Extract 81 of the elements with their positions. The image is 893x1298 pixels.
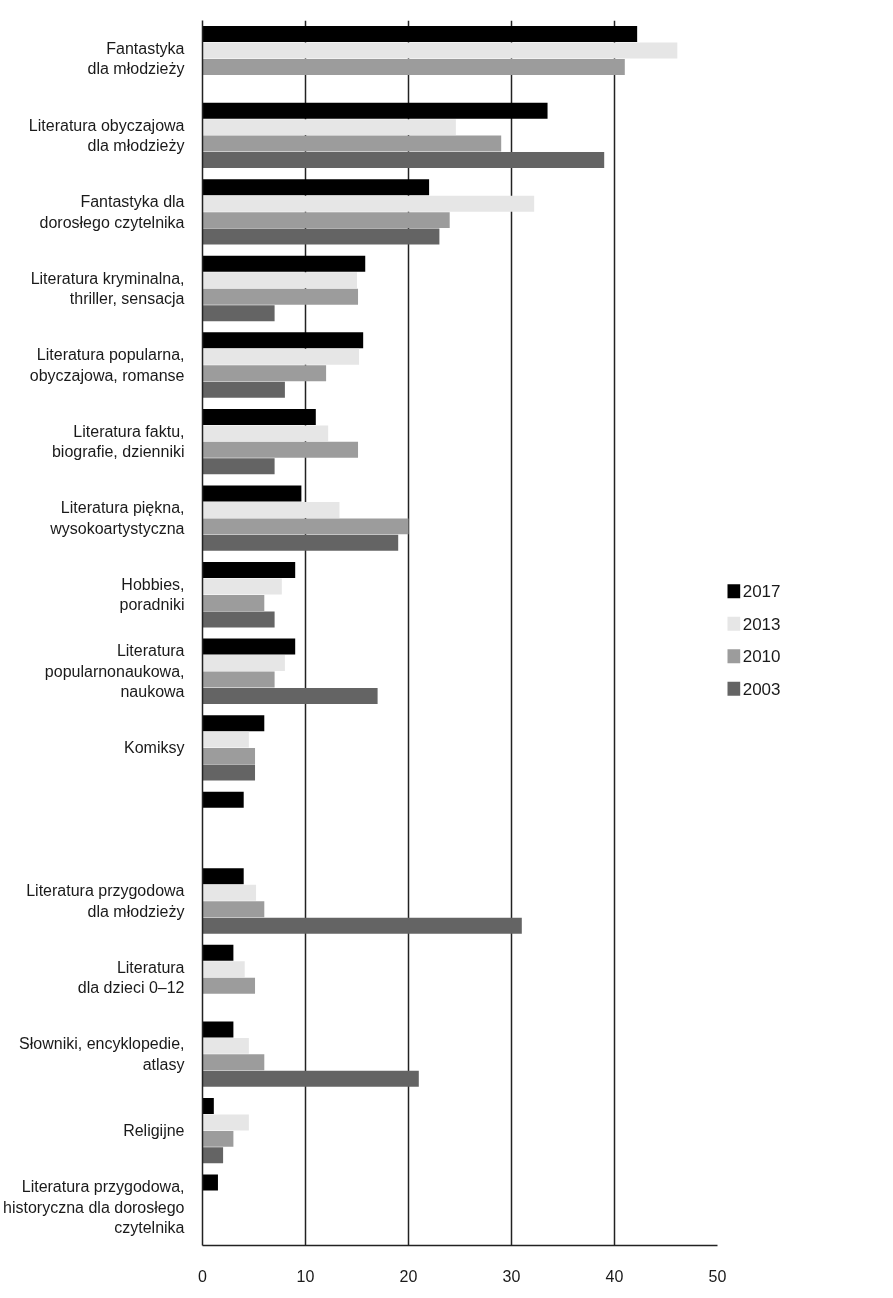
bar	[202, 408, 316, 425]
y-tick-label: Religijne	[123, 1122, 185, 1140]
bar	[202, 1114, 249, 1131]
bar	[202, 179, 430, 196]
bar	[202, 332, 364, 349]
y-tick-label: Literatura popularna, obyczajowa, romanse	[29, 346, 185, 384]
bar	[202, 26, 638, 43]
bar	[202, 901, 265, 918]
bar	[202, 562, 296, 579]
y-tick-label: Hobbies, poradniki	[119, 576, 185, 614]
y-tick-label: Słowniki, encyklopedie, atlasy	[19, 1035, 185, 1073]
bar	[202, 917, 522, 934]
bar	[202, 715, 265, 732]
bar	[202, 868, 244, 885]
bar	[202, 1097, 214, 1114]
legend-label: 2017	[742, 582, 781, 602]
legend-label: 2003	[742, 679, 781, 699]
bar	[202, 228, 440, 245]
bar	[202, 501, 340, 518]
bar	[202, 611, 275, 628]
bar	[202, 1021, 234, 1038]
bar	[202, 791, 244, 808]
y-tick-label: Fantastyka dla dorosłego czytelnika	[39, 193, 185, 231]
bar	[202, 518, 409, 535]
bar	[202, 764, 256, 781]
x-tick-label: 50	[708, 1267, 727, 1285]
bar	[202, 485, 302, 502]
bar	[202, 288, 359, 305]
bar	[202, 1147, 224, 1164]
bar	[202, 365, 327, 382]
bar	[202, 255, 366, 272]
bar	[202, 1037, 249, 1054]
bar	[202, 441, 359, 458]
bar	[202, 458, 275, 475]
bar	[202, 1174, 218, 1191]
y-tick-label: Literatura piękna, wysokoartystyczna	[49, 499, 185, 537]
bar	[202, 212, 450, 229]
bar	[202, 944, 234, 961]
bar	[202, 305, 275, 322]
bar	[202, 135, 502, 152]
bar	[202, 687, 378, 704]
x-tick-label: 30	[502, 1267, 521, 1285]
bar	[202, 195, 535, 212]
y-tick-label: Literatura faktu, biografie, dzienniki	[51, 422, 185, 461]
bar	[202, 578, 282, 595]
y-tick-label: Fantastyka dla młodzieży	[87, 40, 185, 78]
legend-label: 2013	[742, 614, 781, 634]
bar	[202, 1130, 234, 1147]
y-tick-label: Literatura kryminalna, thriller, sensacja	[30, 269, 185, 308]
bar	[202, 425, 329, 442]
bar	[202, 638, 296, 655]
bar	[202, 348, 360, 365]
y-tick-label: Literatura dla dzieci 0–12	[77, 958, 185, 997]
bar	[202, 977, 256, 994]
y-tick-label: Literatura popularnonaukowa, naukowa	[44, 642, 185, 701]
x-tick-label: 10	[296, 1267, 315, 1285]
bar	[202, 671, 275, 688]
bar	[202, 1054, 265, 1071]
bar	[202, 731, 249, 748]
bar	[202, 655, 285, 672]
bar	[202, 381, 285, 398]
x-tick-label: 0	[198, 1267, 208, 1285]
bar	[202, 59, 625, 75]
y-tick-label: Literatura obyczajowa dla młodzieży	[28, 116, 185, 155]
bar	[202, 42, 678, 59]
x-tick-label: 40	[605, 1267, 624, 1285]
bar	[202, 594, 265, 611]
bar	[202, 119, 456, 136]
y-tick-label: Literatura przygodowa, historyczna dla dorosłego czytelnika	[3, 1178, 185, 1237]
bar	[202, 884, 257, 901]
legend-label: 2010	[742, 647, 781, 667]
bar	[202, 152, 605, 169]
bar	[202, 1070, 419, 1087]
bar	[202, 748, 256, 765]
bar	[202, 961, 245, 978]
y-tick-label: Komiksy	[124, 739, 185, 757]
x-tick-label: 20	[399, 1267, 418, 1285]
bar	[202, 272, 357, 289]
y-tick-label: Literatura przygodowa dla młodzieży	[26, 882, 185, 920]
bar	[202, 534, 399, 551]
bar	[202, 102, 548, 119]
